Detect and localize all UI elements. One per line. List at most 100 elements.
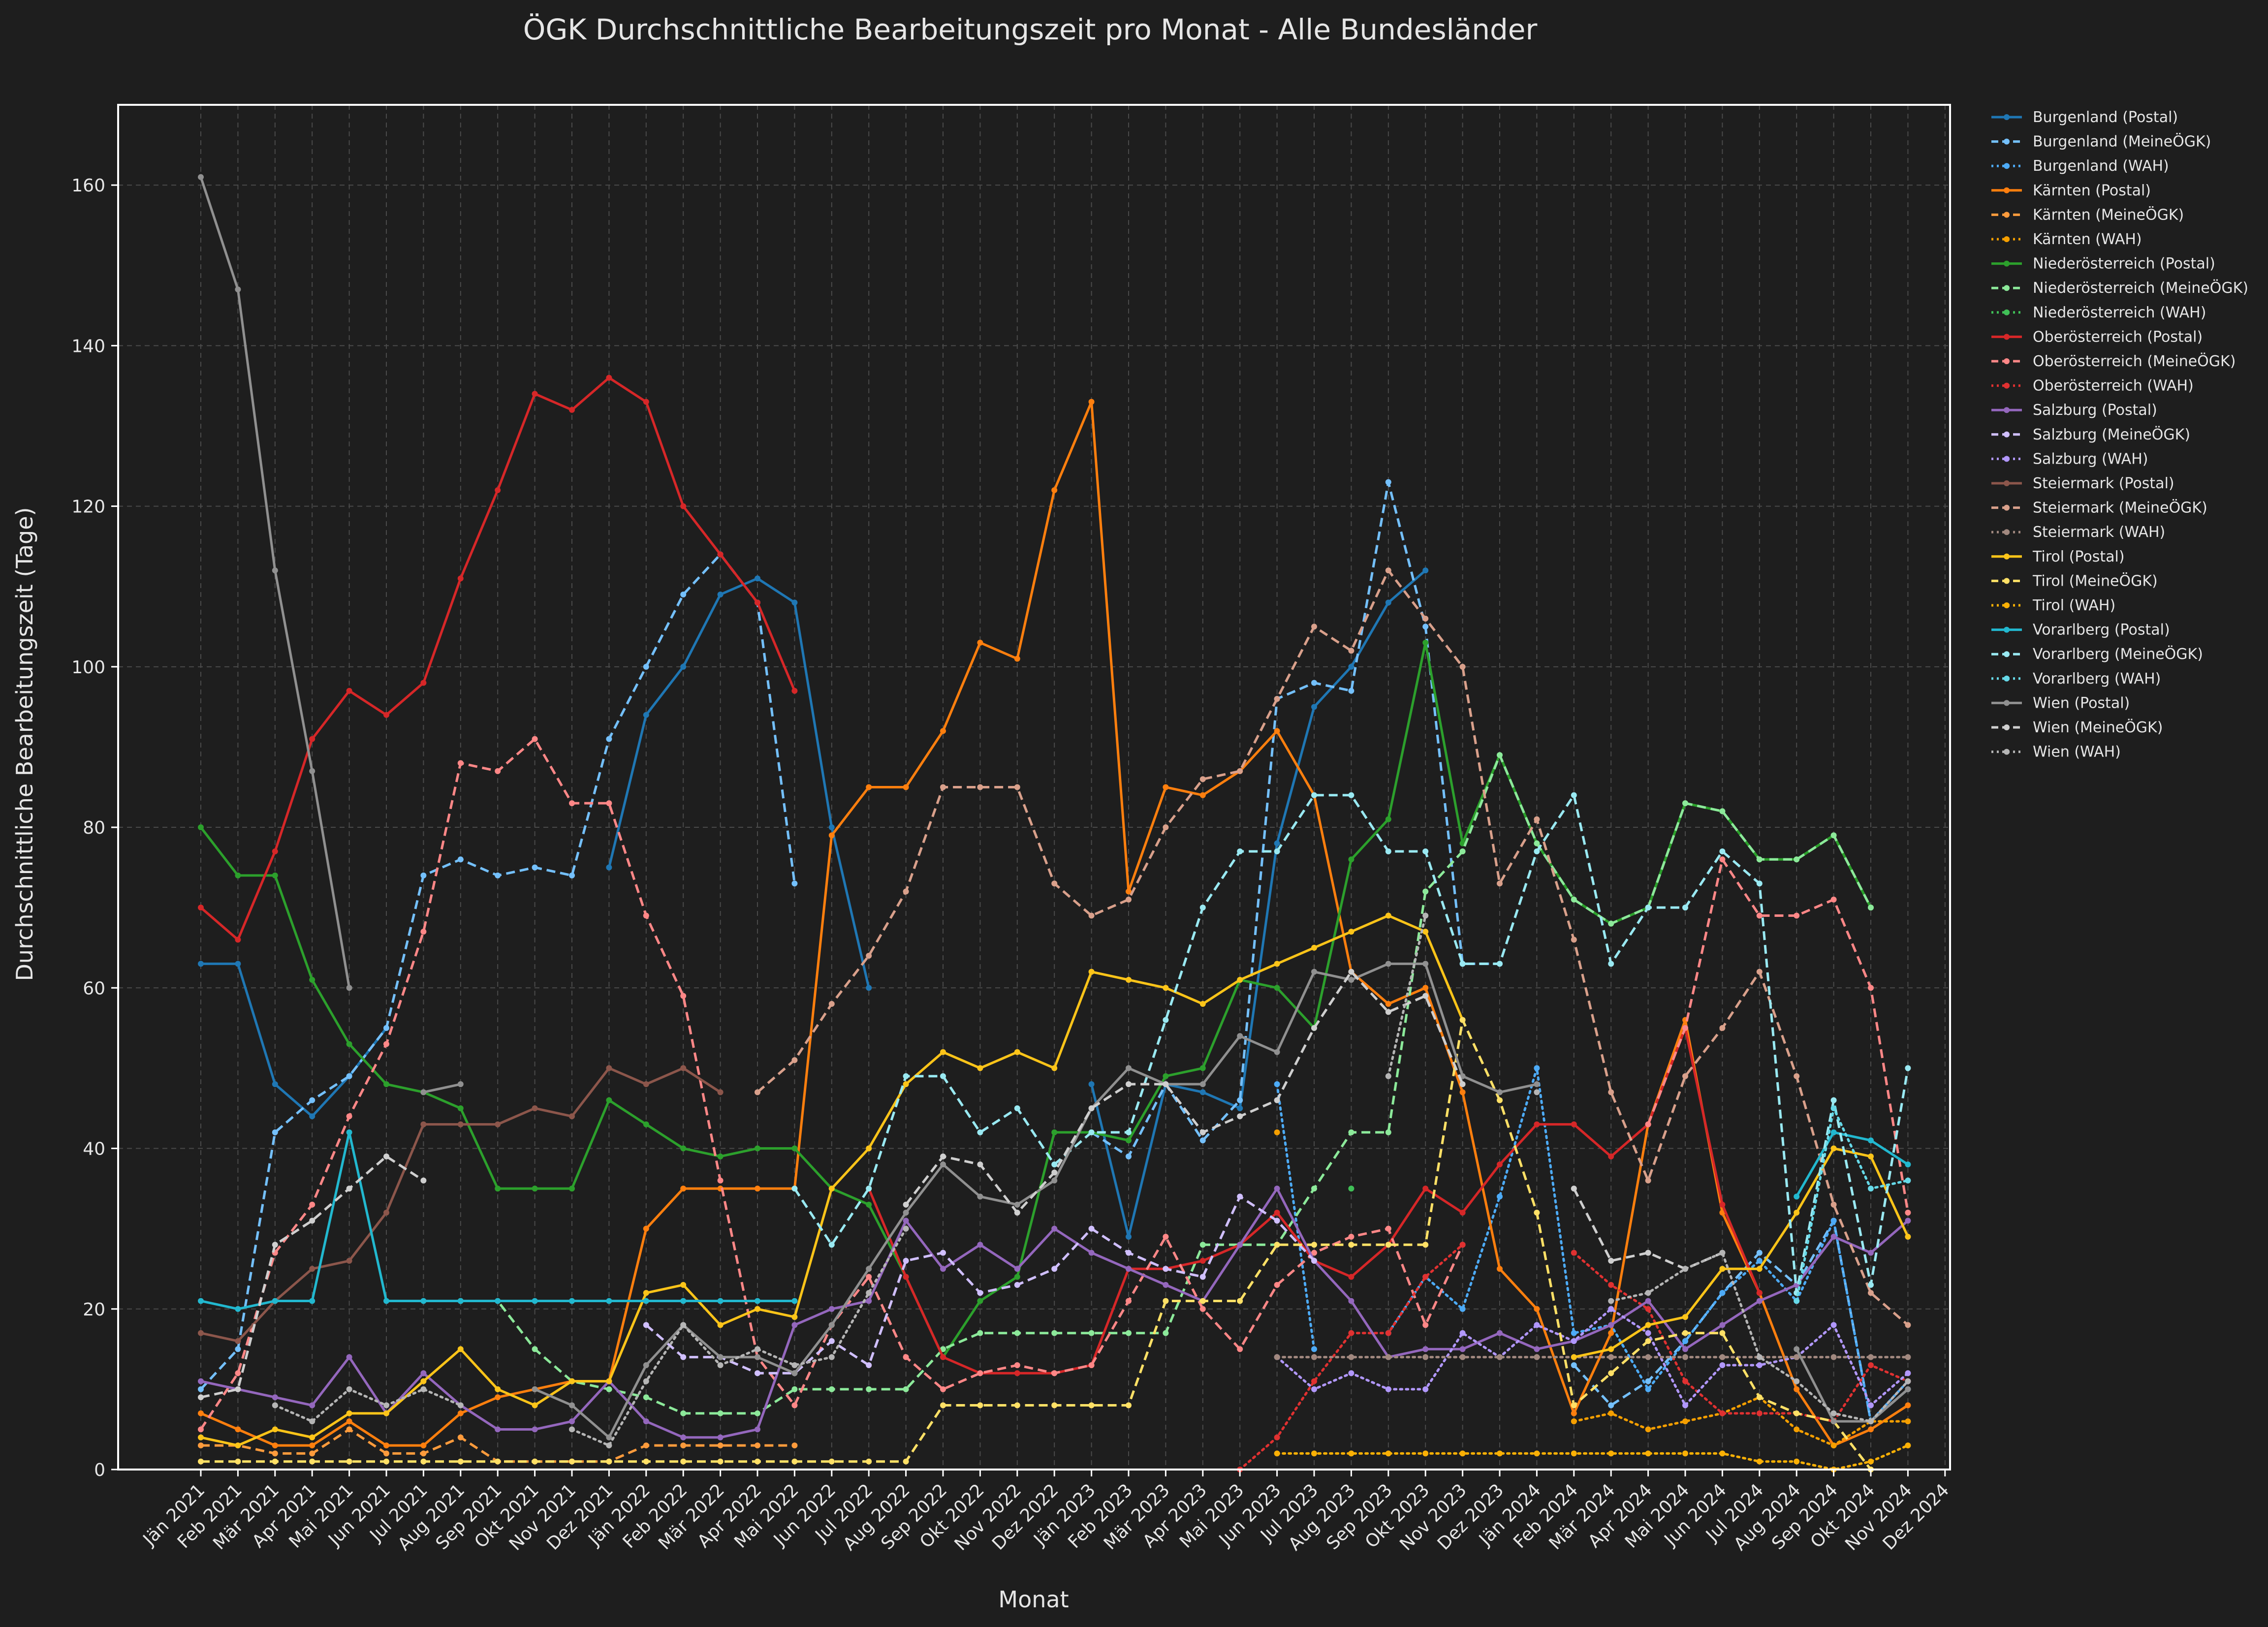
- y-tick-label: 20: [83, 1300, 105, 1320]
- data-point: [1385, 599, 1391, 606]
- data-point: [1682, 1346, 1688, 1352]
- legend-label: Niederösterreich (MeineÖGK): [2033, 279, 2248, 297]
- data-point: [1459, 1017, 1466, 1023]
- data-point: [1126, 1402, 1132, 1408]
- data-point: [569, 1426, 575, 1433]
- data-point: [1311, 1378, 1317, 1384]
- data-point: [1014, 1370, 1020, 1377]
- data-point: [346, 1418, 352, 1425]
- data-point: [643, 1362, 649, 1368]
- data-point: [383, 1081, 389, 1088]
- data-point: [1348, 856, 1354, 863]
- data-point: [643, 1418, 649, 1425]
- data-point: [1459, 848, 1466, 854]
- legend-item: Kärnten (WAH): [1991, 231, 2142, 248]
- data-point: [235, 872, 241, 878]
- data-point: [420, 1298, 427, 1304]
- data-point: [1088, 912, 1095, 919]
- data-point: [606, 1458, 612, 1465]
- data-point: [1534, 1065, 1540, 1071]
- data-point: [1274, 985, 1280, 991]
- data-point: [1088, 1105, 1095, 1111]
- data-point: [1014, 1049, 1020, 1055]
- data-point: [457, 575, 464, 582]
- data-point: [1645, 1306, 1651, 1312]
- series-line: [1387, 1066, 1909, 1423]
- data-point: [1422, 985, 1429, 991]
- data-point: [532, 1298, 538, 1304]
- data-point: [1905, 1322, 1911, 1328]
- data-point: [1051, 487, 1058, 493]
- data-point: [866, 1186, 872, 1192]
- legend-item: Salzburg (Postal): [1991, 402, 2157, 419]
- data-point: [717, 1322, 724, 1328]
- data-point: [680, 1434, 687, 1440]
- legend-item: Tirol (WAH): [1991, 597, 2115, 614]
- y-tick-label: 100: [71, 657, 105, 678]
- data-point: [532, 1186, 538, 1192]
- data-point: [866, 1362, 872, 1368]
- data-point: [1497, 961, 1503, 967]
- data-point: [1311, 680, 1317, 686]
- data-point: [569, 1418, 575, 1425]
- data-point: [495, 1298, 501, 1304]
- data-point: [1385, 1354, 1391, 1360]
- data-point: [643, 1290, 649, 1296]
- data-point: [1014, 1402, 1020, 1408]
- data-point: [1422, 993, 1429, 999]
- legend-label: Steiermark (MeineÖGK): [2033, 499, 2207, 517]
- data-point: [1422, 912, 1429, 919]
- data-point: [755, 575, 760, 582]
- data-point: [457, 1410, 464, 1416]
- data-point: [1348, 1233, 1354, 1240]
- data-point: [1385, 1225, 1391, 1232]
- data-point: [866, 1298, 872, 1304]
- legend-marker: [2004, 334, 2010, 340]
- data-point: [309, 1298, 315, 1304]
- legend-marker: [2004, 456, 2010, 462]
- data-point: [1645, 1426, 1651, 1433]
- series-8: [1348, 1186, 1354, 1192]
- data-point: [680, 503, 687, 509]
- legend-marker: [2004, 480, 2010, 486]
- legend-marker: [2004, 358, 2010, 364]
- legend-label: Oberösterreich (WAH): [2033, 377, 2194, 395]
- data-point: [457, 1434, 464, 1440]
- data-point: [569, 800, 575, 807]
- data-point: [383, 1458, 389, 1465]
- data-point: [1571, 1410, 1577, 1416]
- data-point: [1237, 976, 1243, 983]
- data-point: [1571, 1121, 1577, 1127]
- series-lines: [198, 174, 1911, 1472]
- data-point: [1348, 1129, 1354, 1135]
- data-point: [1868, 985, 1874, 991]
- series-line: [423, 1083, 461, 1094]
- data-point: [1756, 1458, 1763, 1465]
- data-point: [1571, 1362, 1577, 1368]
- data-point: [457, 1105, 464, 1111]
- data-point: [1830, 896, 1837, 903]
- legend-item: Burgenland (WAH): [1991, 157, 2169, 175]
- data-point: [1534, 1210, 1540, 1216]
- data-point: [1311, 944, 1317, 951]
- data-point: [1868, 1153, 1874, 1159]
- data-point: [755, 1298, 760, 1304]
- data-point: [1719, 1290, 1726, 1296]
- data-point: [1645, 1450, 1651, 1457]
- data-point: [1719, 1250, 1726, 1256]
- data-point: [866, 1458, 872, 1465]
- data-point: [1348, 1242, 1354, 1248]
- data-point: [1534, 848, 1540, 854]
- data-point: [1794, 1346, 1800, 1352]
- data-point: [755, 599, 760, 606]
- data-point: [755, 1442, 760, 1449]
- data-point: [643, 1458, 649, 1465]
- data-point: [977, 1242, 983, 1248]
- legend-item: Steiermark (Postal): [1991, 475, 2174, 492]
- data-point: [828, 1354, 835, 1360]
- data-point: [606, 1434, 612, 1440]
- data-point: [1126, 1137, 1132, 1144]
- data-point: [1756, 969, 1763, 975]
- data-point: [1088, 1250, 1095, 1256]
- data-point: [643, 1225, 649, 1232]
